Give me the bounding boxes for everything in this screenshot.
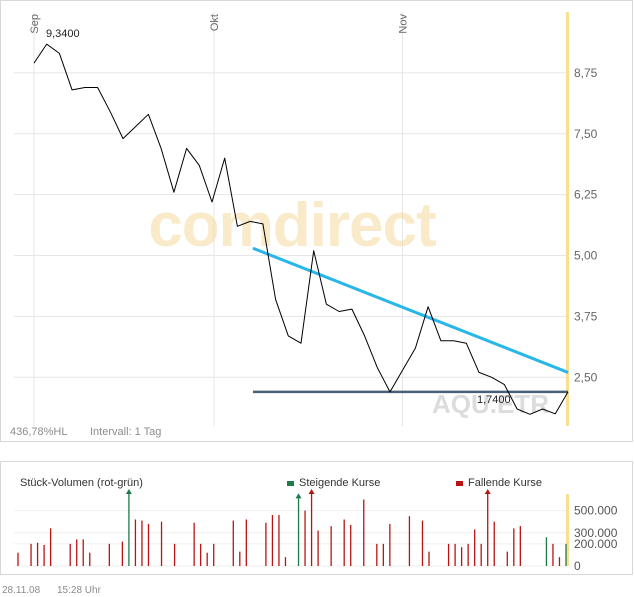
y-tick-label: 3,75 (574, 309, 598, 323)
x-tick-labels: Sep Okt Nov (29, 14, 409, 34)
volume-grid (14, 510, 566, 567)
footer-time: 15:28 Uhr (57, 585, 102, 596)
y-tick-label: 6,25 (574, 188, 598, 202)
interval-label: Intervall: 1 Tag (90, 426, 161, 438)
volume-peak-arrow (295, 493, 302, 499)
volume-peak-arrow (484, 489, 491, 494)
volume-y-tick-label: 0 (574, 559, 581, 573)
volume-chart-frame (0, 461, 633, 575)
max-price-label: 9,3400 (46, 28, 80, 40)
resistance-trendline (252, 246, 569, 374)
legend-falling-swatch (456, 481, 463, 486)
price-line (33, 43, 569, 415)
range-percent-label: 436,78%HL (10, 426, 68, 438)
price-chart: comdirect AQU.ETR Sep Okt Nov 8,757,506,25… (0, 0, 633, 442)
price-grid (14, 12, 566, 426)
x-tick-label: Okt (209, 14, 221, 31)
footer-date: 28.11.08 (2, 585, 41, 596)
legend-rising-swatch (287, 481, 294, 486)
volume-bars (17, 489, 567, 566)
y-tick-label: 7,50 (574, 127, 598, 141)
today-marker (566, 12, 569, 426)
volume-chart: Stück-Volumen (rot-grün) Steigende Kurse… (0, 461, 633, 575)
price-chart-frame (0, 0, 633, 442)
legend-falling-label: Fallende Kurse (468, 477, 542, 489)
trendlines (252, 246, 569, 394)
legend-rising-label: Steigende Kurse (299, 477, 380, 489)
volume-peak-arrow (125, 489, 132, 494)
volume-y-tick-label: 200.000 (574, 537, 618, 551)
x-tick-label: Nov (397, 14, 409, 34)
volume-y-tick-label: 300.000 (574, 526, 618, 540)
watermark-logo: comdirect (148, 191, 436, 260)
y-tick-labels: 8,75 7,50 6,25 5,00 3,75 2,50 (574, 66, 598, 384)
price-series (33, 43, 569, 415)
volume-peak-arrow (308, 489, 315, 494)
volume-y-tick-label: 500.000 (574, 504, 618, 518)
y-tick-label: 5,00 (574, 249, 598, 263)
y-tick-label: 2,50 (574, 370, 598, 384)
y-tick-label: 8,75 (574, 66, 598, 80)
min-price-label: 1,7400 (477, 394, 511, 406)
volume-title: Stück-Volumen (rot-grün) (20, 477, 143, 489)
volume-today-marker (566, 494, 569, 566)
x-tick-label: Sep (29, 14, 41, 34)
